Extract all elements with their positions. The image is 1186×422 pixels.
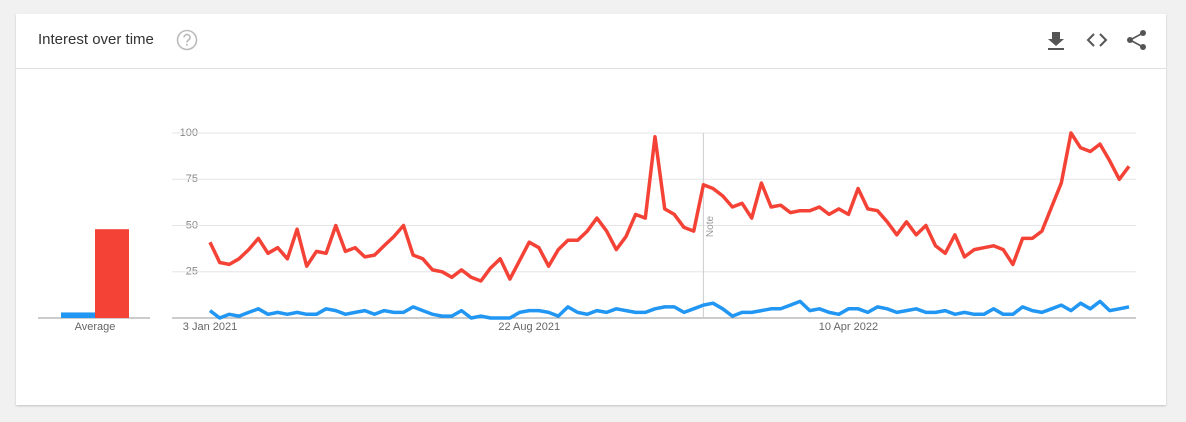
series-line (208, 299, 1130, 320)
x-tick-label: 3 Jan 2021 (183, 321, 237, 333)
average-bar (61, 312, 95, 318)
card: Interest over time (16, 14, 1166, 405)
embed-icon[interactable] (1086, 30, 1108, 50)
download-icon[interactable] (1046, 30, 1066, 50)
card-header: Interest over time (16, 14, 1166, 69)
x-tick-label: 22 Aug 2021 (498, 321, 560, 333)
x-tick-label: 10 Apr 2022 (819, 321, 878, 333)
average-bar (95, 229, 129, 318)
share-icon[interactable] (1126, 29, 1148, 51)
average-label: Average (75, 321, 116, 333)
card-title: Interest over time (38, 31, 154, 48)
series-line (208, 131, 1131, 283)
help-icon[interactable] (176, 29, 198, 51)
annotation-text: Note (705, 216, 716, 238)
